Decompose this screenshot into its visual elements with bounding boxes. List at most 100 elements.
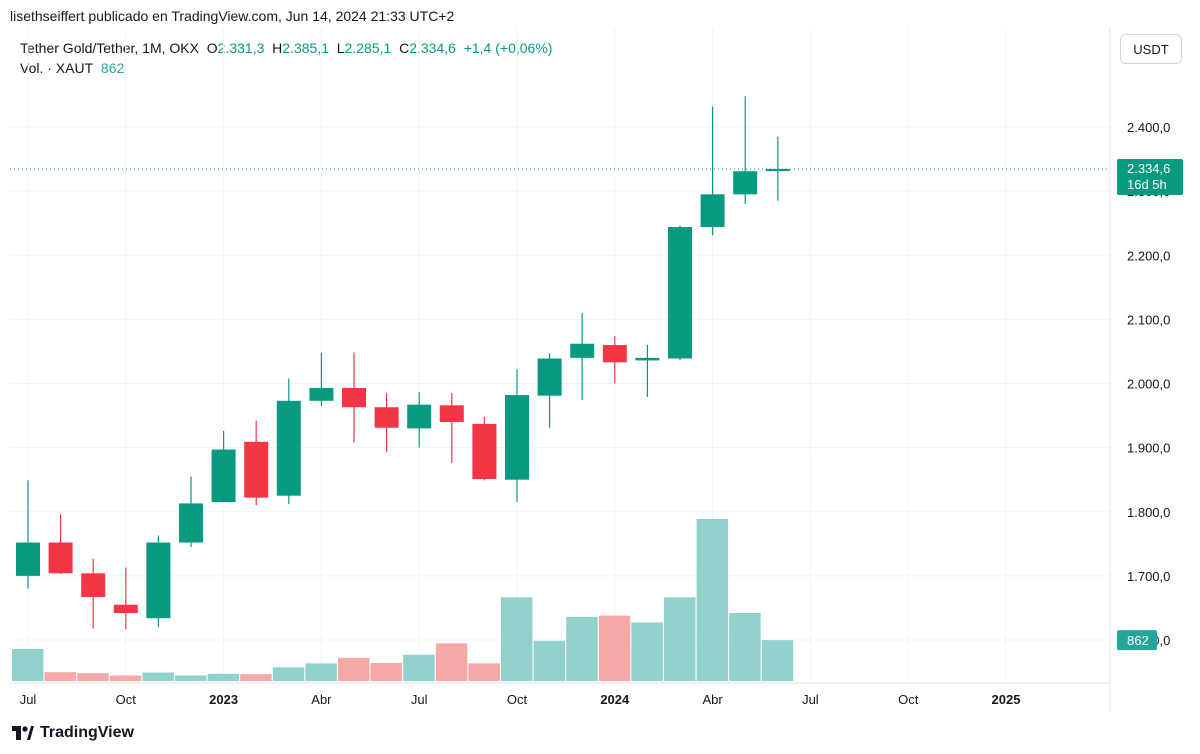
tradingview-logo-icon [12, 726, 34, 740]
candle-body [374, 407, 399, 428]
candle-body [146, 542, 171, 619]
volume-bar[interactable] [12, 648, 44, 681]
volume-bar[interactable] [696, 519, 729, 681]
candle[interactable] [146, 535, 171, 628]
candle[interactable] [765, 136, 790, 201]
candle[interactable] [81, 558, 106, 629]
candle-body [472, 423, 497, 480]
candle-body [309, 387, 334, 401]
candle-body [244, 441, 269, 498]
x-tick-label: Jul [20, 692, 37, 707]
y-tick-label: 1.700,0 [1127, 569, 1170, 584]
low-label: L [336, 40, 345, 56]
x-tick-label: 2025 [992, 692, 1021, 707]
close-value: 2.334,6 [409, 40, 456, 56]
candle[interactable] [16, 480, 40, 589]
low-value: 2.285,1 [344, 40, 392, 56]
volume-bar[interactable] [370, 663, 403, 681]
candle[interactable] [668, 225, 692, 361]
volume-value: 862 [100, 60, 125, 76]
x-tick-label: Oct [507, 692, 528, 707]
candle[interactable] [407, 391, 432, 448]
currency-unit-button[interactable]: USDT [1120, 34, 1182, 64]
price-tag-countdown: 16d 5h [1127, 177, 1167, 192]
volume-bar[interactable] [598, 615, 631, 681]
volume-tag-bg [1117, 630, 1157, 651]
volume-bar[interactable] [240, 674, 272, 681]
candle-body [700, 194, 725, 228]
volume-bar[interactable] [77, 673, 109, 681]
volume-bar[interactable] [761, 640, 794, 681]
candle-body [81, 573, 106, 598]
candle[interactable] [439, 393, 464, 464]
candle-body [407, 404, 432, 429]
close-label: C [399, 40, 410, 56]
volume-bar[interactable] [533, 640, 566, 681]
high-value: 2.385,1 [282, 40, 329, 56]
candle[interactable] [211, 430, 236, 503]
volume-bar[interactable] [403, 654, 435, 681]
candle-body [505, 395, 529, 480]
candle[interactable] [602, 336, 627, 384]
candle-body [733, 171, 758, 195]
x-tick-label: 2024 [600, 692, 630, 707]
candle[interactable] [113, 567, 138, 630]
candle-body [602, 345, 627, 363]
candle-body [48, 542, 73, 574]
volume-bar[interactable] [207, 673, 240, 681]
candle[interactable] [244, 420, 269, 506]
change-value: +1,4 (+0,06%) [463, 40, 553, 56]
candle-body [635, 357, 660, 361]
candle-body [570, 343, 595, 358]
volume-legend: Vol. · XAUT 862 [20, 60, 124, 76]
publisher-line: lisethseiffert publicado en TradingView.… [10, 8, 455, 24]
volume-bar[interactable] [501, 597, 533, 681]
candle[interactable] [635, 345, 660, 397]
candle[interactable] [48, 514, 73, 574]
price-tag-value: 2.334,6 [1127, 161, 1170, 176]
open-label: O [206, 40, 218, 56]
candle-body [16, 542, 40, 576]
volume-bar[interactable] [44, 672, 77, 681]
candle-body [439, 405, 464, 422]
y-tick-label: 1.800,0 [1127, 505, 1170, 520]
x-tick-label: Abr [311, 692, 332, 707]
candle[interactable] [570, 312, 595, 401]
candle-body [537, 358, 562, 396]
volume-bar[interactable] [109, 675, 142, 681]
volume-bar[interactable] [272, 667, 305, 681]
candle[interactable] [505, 369, 529, 503]
volume-bar[interactable] [142, 672, 174, 681]
tradingview-brand[interactable]: TradingView [12, 724, 134, 742]
x-tick-label: Oct [116, 692, 137, 707]
volume-label[interactable]: Vol. · XAUT [20, 60, 94, 76]
symbol-legend: Tether Gold/Tether, 1M, OKX O2.331,3 H2.… [20, 40, 552, 56]
candle[interactable] [733, 96, 758, 204]
high-label: H [272, 40, 283, 56]
volume-bar[interactable] [175, 675, 207, 681]
volume-bar[interactable] [664, 597, 696, 681]
volume-tag: 862 [1117, 630, 1157, 651]
candle[interactable] [276, 378, 301, 505]
candle[interactable] [472, 416, 497, 481]
candle[interactable] [179, 476, 203, 548]
candle-body [668, 227, 692, 359]
volume-bar[interactable] [566, 616, 598, 681]
symbol-name[interactable]: Tether Gold/Tether, 1M, OKX [20, 40, 199, 56]
candle[interactable] [374, 393, 399, 453]
volume-bar[interactable] [305, 663, 337, 681]
candle[interactable] [700, 106, 725, 236]
candle[interactable] [342, 352, 366, 443]
x-tick-label: Jul [411, 692, 428, 707]
volume-bar[interactable] [338, 657, 370, 681]
candle[interactable] [537, 353, 562, 428]
candle[interactable] [309, 352, 334, 406]
volume-bar[interactable] [631, 622, 663, 681]
volume-bar[interactable] [468, 663, 500, 681]
volume-bar[interactable] [729, 612, 761, 681]
candle-body [211, 449, 236, 503]
y-tick-label: 2.200,0 [1127, 248, 1170, 263]
volume-bar[interactable] [435, 643, 468, 681]
